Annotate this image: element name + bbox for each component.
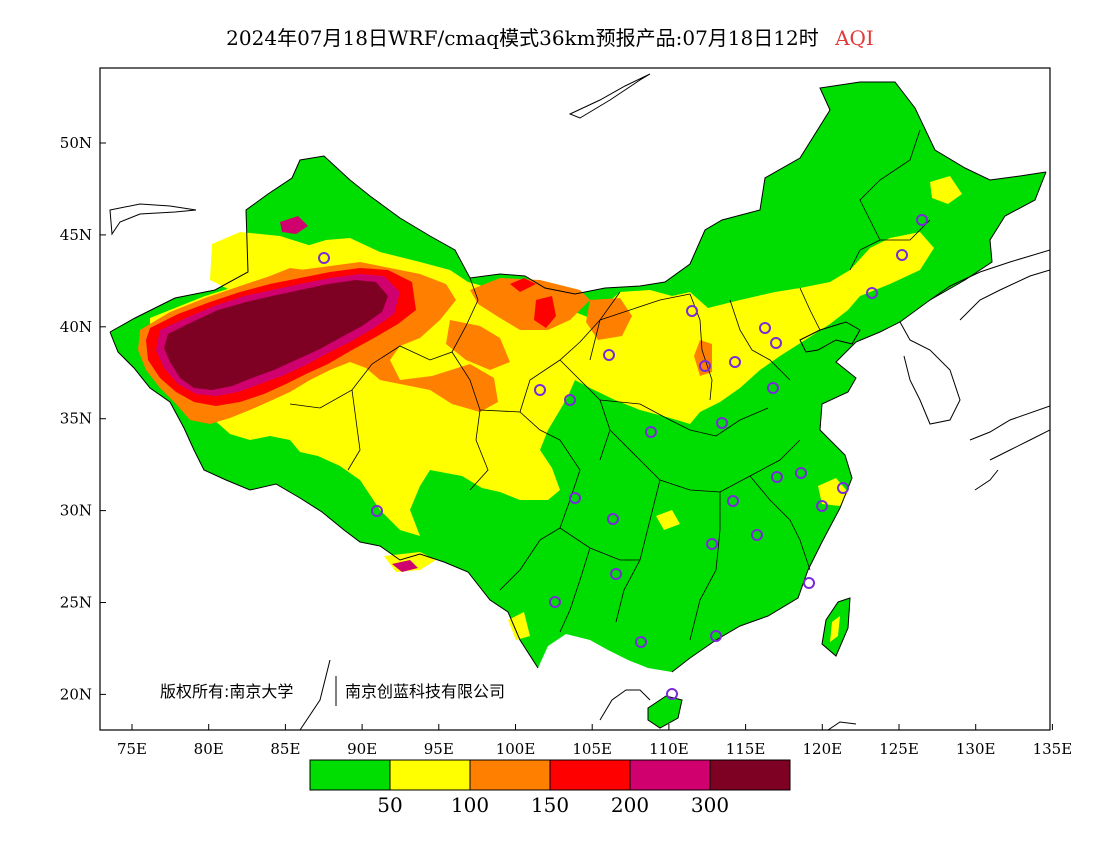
y-tick-label: 50N xyxy=(60,134,92,152)
legend-swatch xyxy=(709,759,791,791)
station-marker xyxy=(706,538,718,550)
station-marker xyxy=(569,492,581,504)
province-boundaries xyxy=(289,129,931,641)
station-marker xyxy=(534,384,546,396)
station-marker xyxy=(635,636,647,648)
map-frame xyxy=(99,67,1051,731)
map-body: 版权所有:南京大学 南京创蓝科技有限公司 xyxy=(109,73,1050,730)
aqi-region-unhealthy-gansu xyxy=(534,296,556,328)
station-marker xyxy=(371,505,383,517)
station-marker xyxy=(564,394,576,406)
x-tick-label: 85E xyxy=(270,740,300,758)
aqi-region-moderate-se2 xyxy=(656,510,680,530)
station-marker xyxy=(727,495,739,507)
legend-label: 300 xyxy=(691,793,729,817)
x-tick-label: 120E xyxy=(803,740,843,758)
y-tick-label: 20N xyxy=(60,685,92,703)
x-tick-label: 115E xyxy=(726,740,766,758)
station-marker xyxy=(803,577,815,589)
station-marker xyxy=(699,360,711,372)
x-tick-label: 90E xyxy=(347,740,377,758)
map-title-main: 2024年07月18日WRF/cmaq模式36km预报产品:07月18日12时 xyxy=(226,26,819,50)
legend-swatch xyxy=(309,759,391,791)
legend-swatch xyxy=(469,759,551,791)
legend-label: 100 xyxy=(451,793,489,817)
station-marker xyxy=(759,322,771,334)
station-marker xyxy=(751,529,763,541)
legend-swatch xyxy=(629,759,711,791)
station-marker xyxy=(710,630,722,642)
station-marker xyxy=(795,467,807,479)
station-marker xyxy=(916,214,928,226)
legend-label: 150 xyxy=(531,793,569,817)
aqi-region-hazardous-tarim xyxy=(164,280,388,390)
y-tick-label: 25N xyxy=(60,594,92,612)
station-marker xyxy=(716,417,728,429)
aqi-region-moderate-dzungaria xyxy=(210,232,400,290)
y-tick-label: 45N xyxy=(60,226,92,244)
station-marker xyxy=(896,249,908,261)
aqi-region-moderate-se1 xyxy=(818,478,848,506)
x-tick-label: 75E xyxy=(117,740,147,758)
legend-label: 200 xyxy=(611,793,649,817)
station-marker xyxy=(610,568,622,580)
x-tick-label: 125E xyxy=(879,740,919,758)
legend-swatch xyxy=(389,759,471,791)
station-marker xyxy=(771,471,783,483)
x-tick-label: 80E xyxy=(194,740,224,758)
station-marker xyxy=(603,349,615,361)
aqi-region-unhealthy-ne xyxy=(510,278,536,292)
map-title-variable: AQI xyxy=(835,26,874,50)
station-marker xyxy=(866,287,878,299)
x-tick-label: 95E xyxy=(424,740,454,758)
x-tick-label: 135E xyxy=(1033,740,1073,758)
legend-swatch xyxy=(549,759,631,791)
y-tick-label: 40N xyxy=(60,318,92,336)
aqi-region-very-unhealthy-south xyxy=(392,560,418,572)
y-tick-label: 30N xyxy=(60,502,92,520)
island-taiwan-yellow xyxy=(830,616,840,642)
aqi-region-very-unhealthy-north xyxy=(280,216,308,234)
station-markers xyxy=(318,214,928,700)
station-marker xyxy=(666,688,678,700)
x-tick-label: 100E xyxy=(496,740,536,758)
station-marker xyxy=(549,596,561,608)
y-axis: 50N 45N 40N 35N 30N 25N 20N xyxy=(60,134,106,703)
station-marker xyxy=(645,426,657,438)
x-tick-label: 130E xyxy=(956,740,996,758)
station-marker xyxy=(816,500,828,512)
x-axis: 75E 80E 85E 90E 95E 100E 105E 110E 115E 120E 125E 1… xyxy=(117,724,1072,758)
y-tick-label: 35N xyxy=(60,410,92,428)
station-marker xyxy=(837,482,849,494)
station-marker xyxy=(318,252,330,264)
aqi-region-usg-qinghai xyxy=(446,320,510,370)
legend-label: 50 xyxy=(377,793,402,817)
station-marker xyxy=(729,356,741,368)
station-marker xyxy=(686,305,698,317)
station-marker xyxy=(767,382,779,394)
copyright-owner-b: 南京创蓝科技有限公司 xyxy=(345,682,505,701)
x-tick-label: 110E xyxy=(649,740,689,758)
aqi-legend: 50 100 150 200 300 xyxy=(309,759,791,817)
aqi-region-moderate-north xyxy=(930,176,962,204)
station-marker xyxy=(607,513,619,525)
copyright-owner-a: 版权所有:南京大学 xyxy=(160,682,293,701)
aqi-region-moderate-se3 xyxy=(508,612,530,640)
station-marker xyxy=(770,337,782,349)
map-title: 2024年07月18日WRF/cmaq模式36km预报产品:07月18日12时 … xyxy=(0,22,1100,51)
x-tick-label: 105E xyxy=(572,740,612,758)
coastlines xyxy=(109,73,1050,730)
